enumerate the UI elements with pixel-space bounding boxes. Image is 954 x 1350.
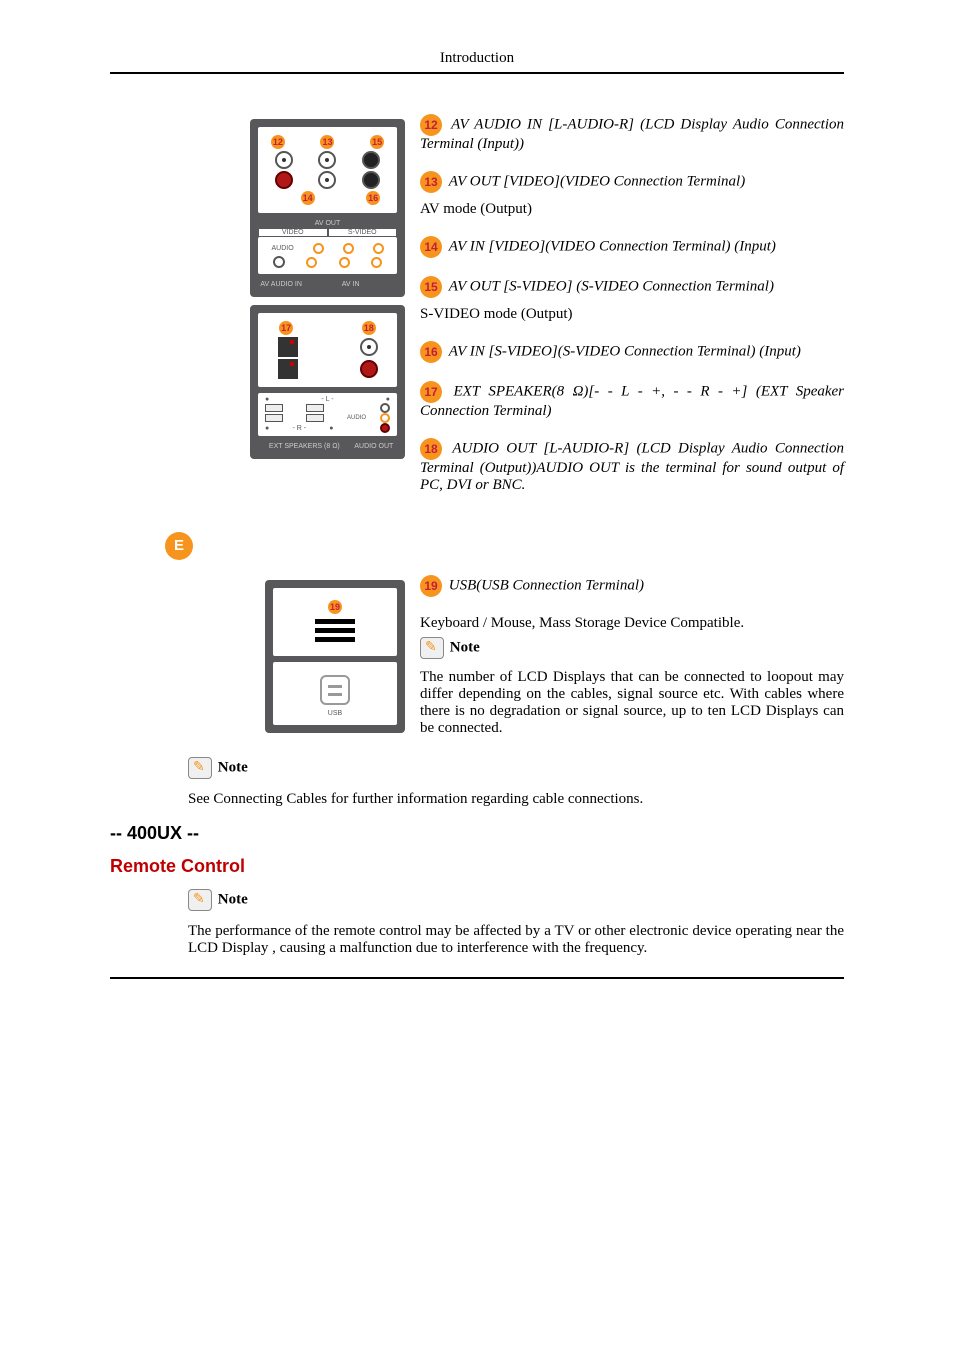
note-icon bbox=[188, 757, 212, 779]
port-icon bbox=[371, 257, 382, 268]
remote-control-heading: Remote Control bbox=[110, 856, 844, 877]
remote-note-text: The performance of the remote control ma… bbox=[188, 923, 844, 957]
note-icon bbox=[420, 637, 444, 659]
page-header: Introduction bbox=[110, 50, 844, 67]
item-label: AV OUT [VIDEO](VIDEO Connection Terminal… bbox=[449, 173, 745, 189]
diagram-callout-12: 12 bbox=[271, 135, 285, 149]
port-icon bbox=[275, 171, 293, 189]
note-icon bbox=[188, 889, 212, 911]
usb-slot-icon bbox=[315, 637, 355, 642]
diagram-label: AUDIO OUT bbox=[351, 442, 397, 451]
diagram-callout-18: 18 bbox=[362, 321, 376, 335]
diagram-label: AUDIO bbox=[271, 245, 293, 252]
item-label: USB(USB Connection Terminal) bbox=[449, 577, 644, 593]
connector-diagram-usb: 19 USB bbox=[265, 580, 405, 733]
callout-17: 17 bbox=[420, 381, 442, 403]
port-icon bbox=[373, 243, 384, 254]
item-label: EXT SPEAKER(8 Ω)[- - L - +, - - R - +] (… bbox=[420, 383, 844, 419]
usb-port-icon bbox=[320, 675, 350, 705]
port-icon bbox=[360, 338, 378, 356]
model-heading: -- 400UX -- bbox=[110, 823, 844, 844]
usb-description: Keyboard / Mouse, Mass Storage Device Co… bbox=[420, 615, 844, 632]
port-icon bbox=[318, 171, 336, 189]
callout-15: 15 bbox=[420, 276, 442, 298]
connector-diagram-middle: 17 18 ●- L -● bbox=[250, 305, 405, 459]
diagram-callout-14: 14 bbox=[301, 191, 315, 205]
port-icon bbox=[273, 256, 285, 268]
port-icon bbox=[362, 151, 380, 169]
callout-12: 12 bbox=[420, 114, 442, 136]
port-icon bbox=[339, 257, 350, 268]
item-label: AUDIO OUT [L-AUDIO-R] (LCD Display Audio… bbox=[420, 440, 844, 493]
diagram-label: S-VIDEO bbox=[328, 228, 398, 237]
note-label: Note bbox=[450, 639, 480, 655]
diagram-label: AV AUDIO IN bbox=[258, 280, 304, 289]
diagram-callout-16: 16 bbox=[366, 191, 380, 205]
item-label: AV IN [VIDEO](VIDEO Connection Terminal)… bbox=[449, 238, 776, 254]
item-label: AV AUDIO IN [L-AUDIO-R] (LCD Display Aud… bbox=[420, 116, 844, 152]
port-icon bbox=[313, 243, 324, 254]
callout-19: 19 bbox=[420, 575, 442, 597]
callout-14: 14 bbox=[420, 236, 442, 258]
connector-diagram-top: 12 13 15 bbox=[250, 119, 405, 297]
diagram-callout-17: 17 bbox=[279, 321, 293, 335]
note-label: Note bbox=[218, 891, 248, 907]
diagram-callout-15: 15 bbox=[370, 135, 384, 149]
port-icon bbox=[362, 171, 380, 189]
port-icon bbox=[360, 360, 378, 378]
usb-slot-icon bbox=[315, 628, 355, 633]
diagram-label: USB bbox=[277, 710, 393, 717]
port-icon bbox=[343, 243, 354, 254]
port-icon bbox=[275, 151, 293, 169]
port-icon bbox=[318, 151, 336, 169]
diagram-label: AV OUT bbox=[258, 219, 397, 228]
port-icon bbox=[306, 257, 317, 268]
diagram-callout-13: 13 bbox=[320, 135, 334, 149]
callout-18: 18 bbox=[420, 438, 442, 460]
usb-slot-icon bbox=[315, 619, 355, 624]
note-text: The number of LCD Displays that can be c… bbox=[420, 669, 844, 737]
item-extra: S-VIDEO mode (Output) bbox=[420, 306, 844, 323]
port-icon bbox=[278, 337, 298, 357]
diagram-label: EXT SPEAKERS (8 Ω) bbox=[258, 442, 351, 451]
diagram-label: VIDEO bbox=[258, 228, 328, 237]
footer-divider bbox=[110, 977, 844, 979]
callout-13: 13 bbox=[420, 171, 442, 193]
port-icon bbox=[278, 359, 298, 379]
item-label: AV IN [S-VIDEO](S-VIDEO Connection Termi… bbox=[449, 343, 801, 359]
note-label: Note bbox=[218, 759, 248, 775]
item-extra: AV mode (Output) bbox=[420, 201, 844, 218]
note-text: See Connecting Cables for further inform… bbox=[188, 791, 844, 808]
diagram-callout-19: 19 bbox=[328, 600, 342, 614]
item-label: AV OUT [S-VIDEO] (S-VIDEO Connection Ter… bbox=[449, 278, 774, 294]
callout-16: 16 bbox=[420, 341, 442, 363]
diagram-label: AV IN bbox=[304, 280, 397, 289]
header-divider bbox=[110, 72, 844, 74]
section-e-badge: E bbox=[165, 532, 193, 560]
